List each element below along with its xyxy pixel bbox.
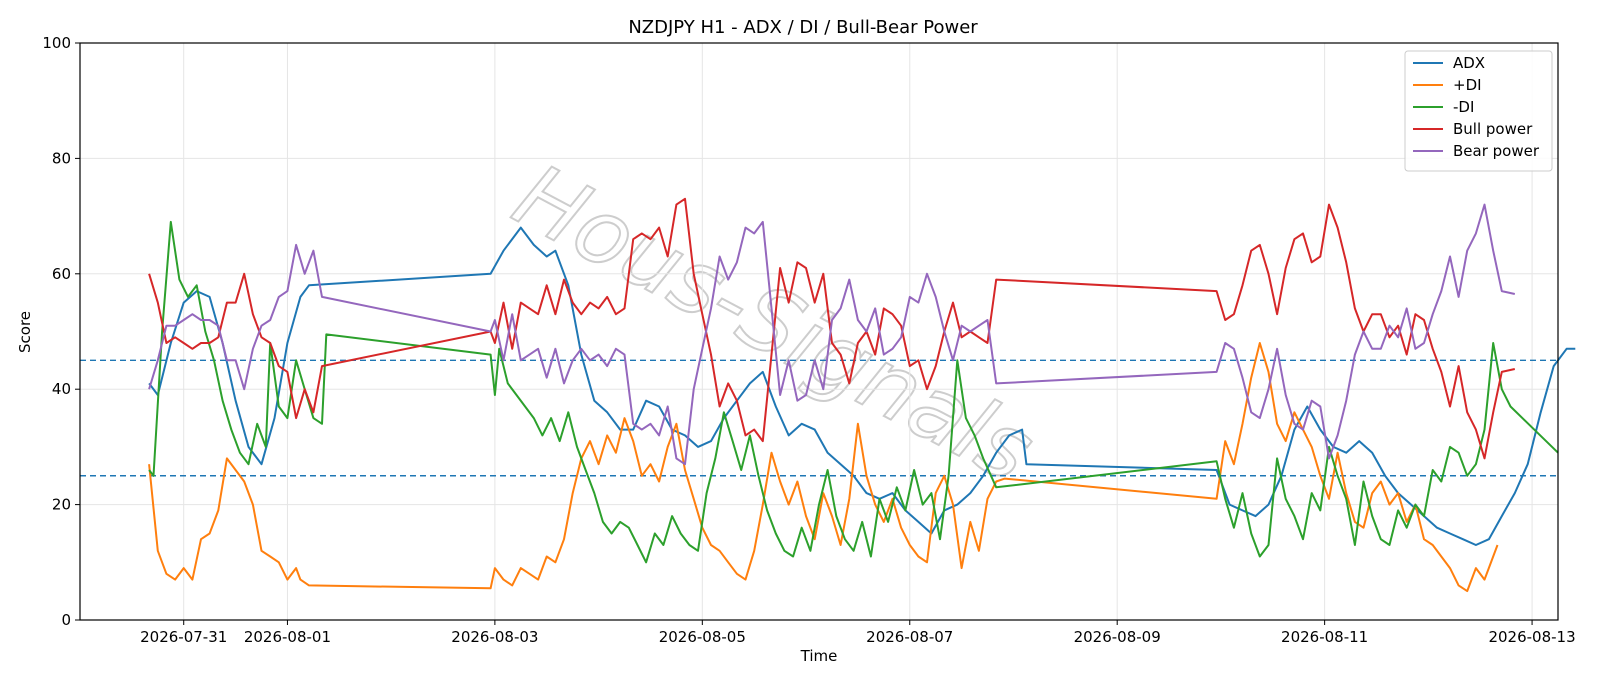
series-layer [148,197,1576,593]
x-axis: 2026-07-31 2026-08-01 2026-08-03 2026-08-05… [140,620,1576,646]
series-line-bear-power [148,203,1516,466]
plot-frame [79,42,1559,621]
legend-label: ADX [1453,54,1485,72]
x-tick-label: 2026-08-07 [866,628,953,646]
y-tick-label: 0 [61,611,71,629]
y-tick-label: 100 [42,34,71,52]
reference-lines [80,359,1558,477]
x-tick-label: 2026-08-01 [244,628,331,646]
series-line-di [148,342,1499,593]
y-tick-label: 60 [52,265,71,283]
legend-label: Bear power [1453,142,1540,160]
y-axis: 0 20 40 60 80 100 [42,34,80,629]
legend-label: +DI [1453,76,1482,94]
y-tick-label: 20 [52,496,71,514]
legend-box [1404,50,1553,172]
legend-label: -DI [1453,98,1474,116]
x-tick-label: 2026-07-31 [140,628,227,646]
legend: ADX +DI -DI Bull power Bear power [1404,50,1553,172]
y-tick-label: 40 [52,380,71,398]
x-tick-label: 2026-08-03 [451,628,538,646]
series-line-di [148,220,1559,564]
x-tick-label: 2026-08-11 [1281,628,1368,646]
x-tick-label: 2026-08-05 [659,628,746,646]
series-line-bull-power [148,197,1516,460]
legend-label: Bull power [1453,120,1533,138]
x-axis-label: Time [800,647,838,665]
x-tick-label: 2026-08-09 [1074,628,1161,646]
chart-title: NZDJPY H1 - ADX / DI / Bull-Bear Power [628,17,978,38]
y-axis-label: Score [16,311,34,353]
y-tick-label: 80 [52,149,71,167]
series-line-adx [148,226,1576,546]
x-tick-label: 2026-08-13 [1488,628,1575,646]
